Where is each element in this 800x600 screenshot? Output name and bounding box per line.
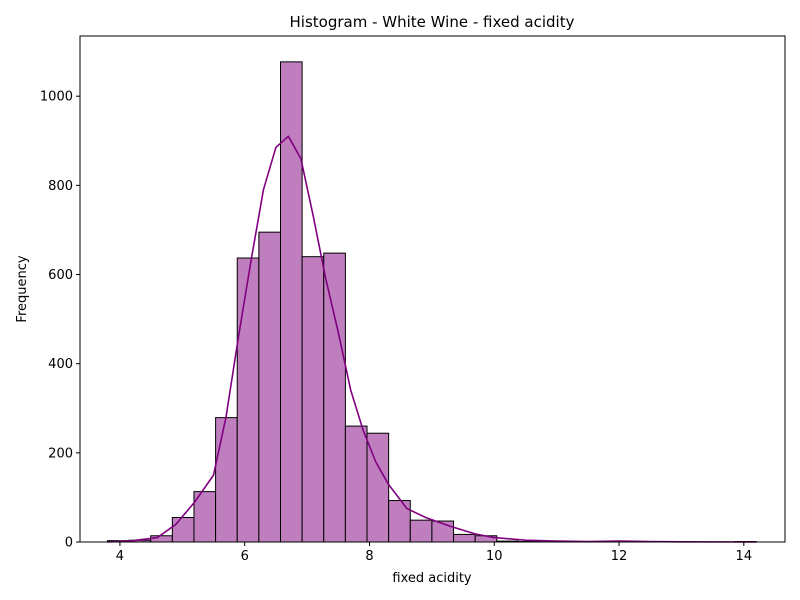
y-axis-label: Frequency: [15, 255, 30, 322]
y-axis: 0 200 400 600 800 1000: [40, 90, 80, 551]
x-tick-label: 6: [241, 549, 249, 564]
y-tick-label: 200: [48, 446, 73, 461]
histogram-bar: [301, 256, 325, 543]
x-tick-label: 4: [116, 549, 124, 564]
y-tick-label: 1000: [40, 90, 73, 105]
histogram-bar: [236, 257, 260, 543]
x-tick-label: 10: [486, 549, 503, 564]
histogram-bar: [388, 500, 411, 543]
x-tick-label: 14: [736, 549, 753, 564]
histogram-bar: [258, 231, 281, 543]
plot-frame: [79, 35, 786, 543]
histogram-bar: [409, 519, 433, 543]
y-tick-label: 800: [48, 179, 73, 194]
histogram-bar: [171, 516, 195, 543]
plot-area: [106, 61, 757, 543]
x-axis: 4 6 8 10 12 14: [116, 542, 752, 564]
y-tick-label: 0: [65, 536, 73, 551]
y-tick-label: 600: [48, 268, 73, 283]
x-tick-label: 12: [611, 549, 628, 564]
histogram-bar: [150, 535, 173, 543]
histogram-bar: [215, 417, 238, 543]
y-tick-label: 400: [48, 357, 73, 372]
x-tick-label: 8: [365, 549, 373, 564]
x-axis-label: fixed acidity: [392, 571, 472, 586]
histogram-bar: [344, 425, 368, 543]
chart-title: Histogram - White Wine - fixed acidity: [290, 13, 575, 31]
histogram-bar: [323, 252, 346, 543]
kde-curve: [107, 135, 757, 543]
histogram-bar: [453, 533, 476, 543]
histogram-bar: [279, 61, 303, 543]
